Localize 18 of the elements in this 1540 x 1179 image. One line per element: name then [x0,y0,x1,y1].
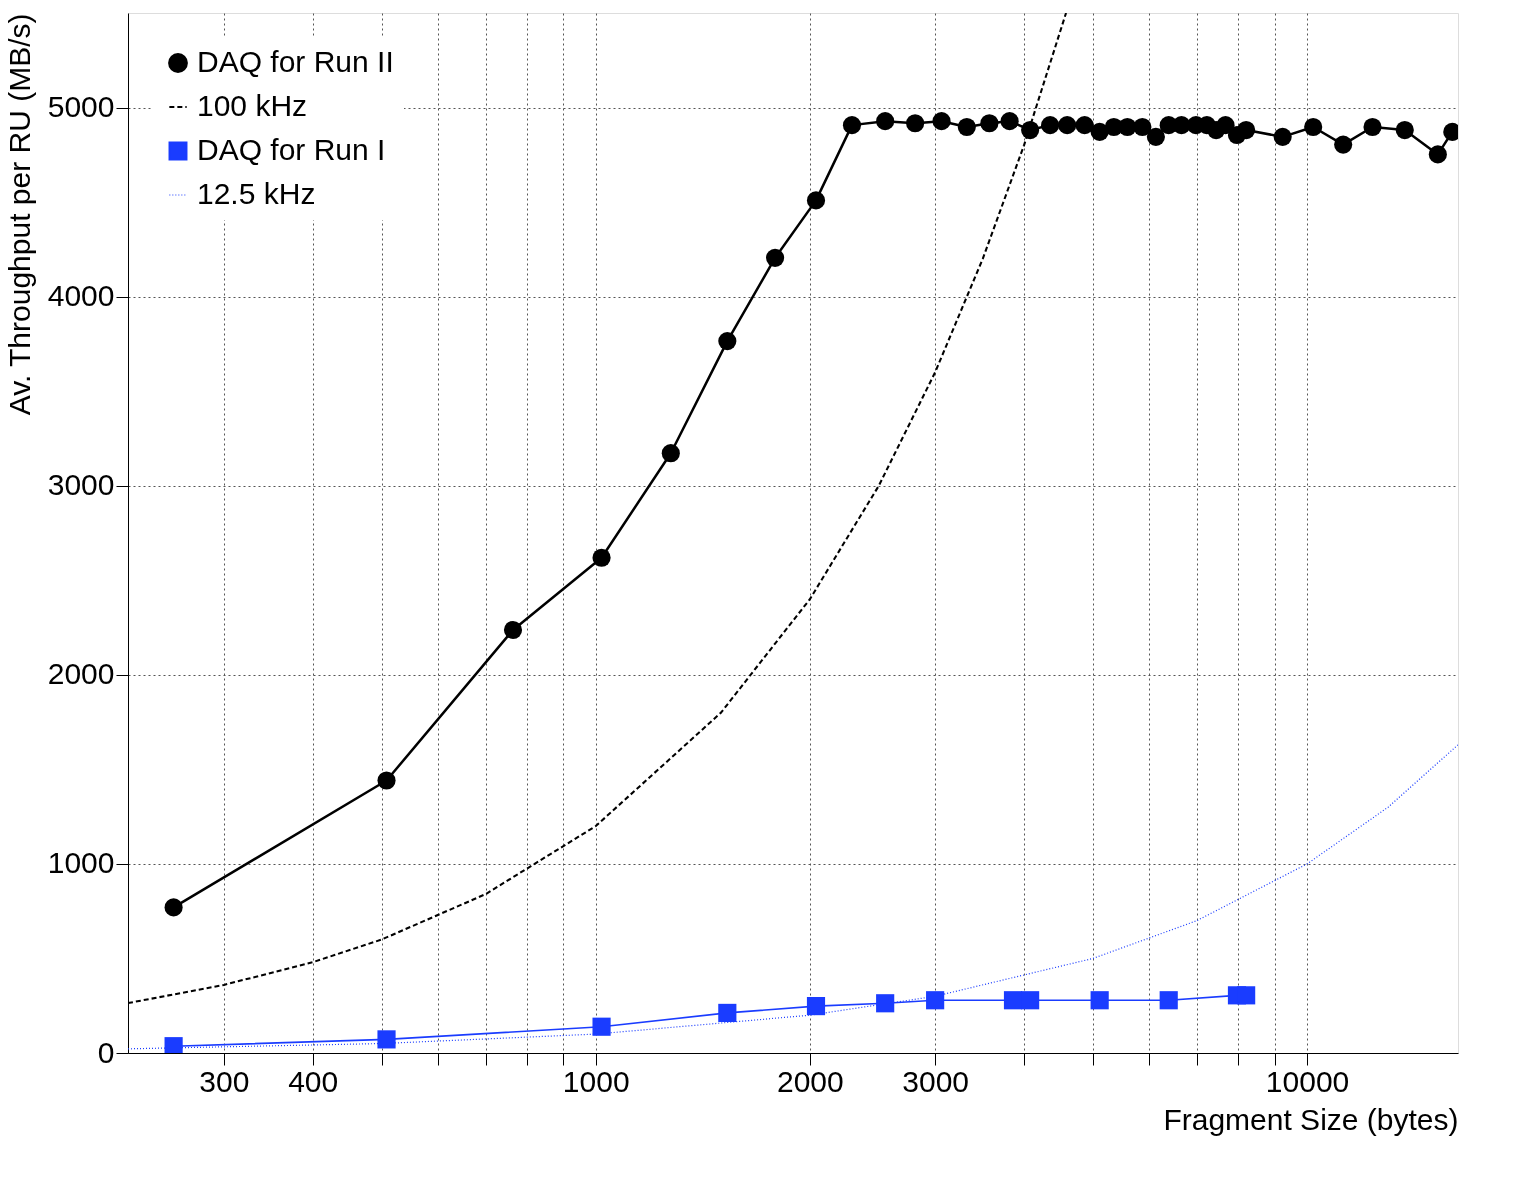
y-axis-title: Av. Throughput per RU (MB/s) [2,13,36,416]
x-axis-title: Fragment Size (bytes) [1163,1102,1459,1136]
x-tick-label: 3000 [902,1064,970,1098]
x-tick-label: 10000 [1265,1064,1350,1098]
legend-label: 12.5 kHz [197,177,316,210]
legend-label: DAQ for Run I [197,133,386,166]
y-tick-label: 1000 [47,846,115,880]
x-tick-label: 1000 [562,1064,630,1098]
x-tick-label: 400 [288,1064,339,1098]
legend-label: 100 kHz [197,89,308,122]
y-tick-label: 3000 [47,468,115,502]
y-tick-label: 5000 [47,90,115,124]
y-tick-label: 4000 [47,279,115,313]
legend-label: DAQ for Run II [197,45,394,78]
x-tick-label: 300 [199,1064,250,1098]
y-tick-label: 0 [97,1035,115,1069]
y-tick-label: 2000 [47,657,115,691]
x-tick-label: 2000 [777,1064,844,1098]
